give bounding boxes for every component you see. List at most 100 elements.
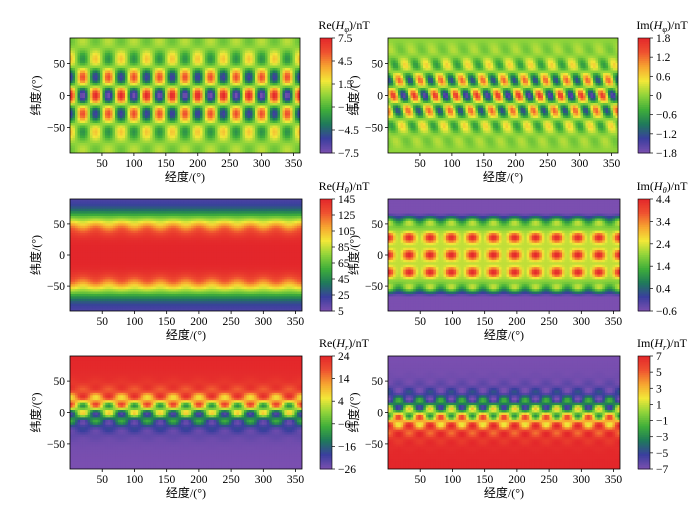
heatmap-cell [92, 118, 96, 122]
heatmap-cell [255, 118, 259, 122]
heatmap-cell [215, 43, 219, 47]
heatmap-cell [162, 140, 166, 144]
heatmap-cell [595, 53, 599, 57]
heatmap-cell [272, 80, 276, 84]
heatmap-cell [132, 100, 136, 104]
heatmap-cell [285, 73, 289, 77]
heatmap-cell [180, 128, 184, 132]
heatmap-cell [267, 78, 271, 82]
heatmap-cell [95, 45, 99, 49]
heatmap-cell [110, 113, 114, 117]
heatmap-cell [297, 103, 300, 107]
heatmap-cell [120, 50, 124, 54]
heatmap-cell [145, 38, 149, 42]
heatmap-cell [290, 98, 294, 102]
heatmap-cell [242, 133, 246, 137]
heatmap-cell [167, 58, 171, 62]
heatmap-cell [85, 150, 89, 153]
heatmap-cell [195, 125, 199, 129]
heatmap-cell [142, 150, 146, 153]
heatmap-cell [197, 63, 201, 67]
heatmap-cell [275, 40, 279, 44]
heatmap-cell [187, 108, 191, 112]
heatmap-cell [413, 53, 417, 57]
heatmap-cell [180, 43, 184, 47]
heatmap-cell [145, 98, 149, 102]
heatmap-cell [272, 90, 276, 94]
heatmap-cell [280, 70, 284, 74]
heatmap-cell [290, 130, 294, 134]
heatmap-cell [267, 88, 271, 92]
heatmap-cell [277, 48, 281, 52]
heatmap-cell [252, 48, 256, 52]
heatmap-cell [125, 135, 129, 139]
heatmap-cell [450, 43, 454, 47]
heatmap-cell [220, 123, 224, 127]
heatmap-cell [230, 53, 234, 57]
heatmap-cell [122, 98, 126, 102]
heatmap-cell [398, 38, 402, 42]
heatmap-cell [82, 48, 86, 52]
heatmap-cell [237, 103, 241, 107]
heatmap-cell [132, 85, 136, 89]
heatmap-cell [75, 115, 79, 119]
heatmap-cell [255, 125, 259, 129]
heatmap-cell [448, 48, 452, 52]
heatmap-cell [580, 48, 584, 52]
heatmap-cell [127, 65, 131, 69]
heatmap-cell [217, 120, 221, 124]
heatmap-cell [277, 80, 281, 84]
heatmap-cell [160, 140, 164, 144]
heatmap-cell [257, 43, 261, 47]
heatmap-cell [202, 145, 206, 149]
heatmap-cell [127, 48, 131, 52]
heatmap-cell [240, 38, 244, 42]
heatmap-cell [540, 48, 544, 52]
heatmap-cell [122, 128, 126, 132]
heatmap-cell [142, 73, 146, 77]
heatmap-cell [555, 38, 559, 42]
heatmap-cell [80, 55, 84, 59]
heatmap-cell [270, 60, 274, 64]
heatmap-cell [245, 38, 249, 42]
heatmap-cell [535, 53, 539, 57]
heatmap-cell [167, 55, 171, 59]
heatmap-cell [252, 68, 256, 72]
heatmap-cell [483, 43, 487, 47]
heatmap-cell [212, 98, 216, 102]
heatmap-cell [80, 73, 84, 77]
heatmap-cell [117, 48, 121, 52]
heatmap-cell [185, 113, 189, 117]
heatmap-cell [285, 98, 289, 102]
colorbar-tick-label: −4.5 [338, 125, 359, 137]
heatmap-cell [115, 138, 119, 142]
heatmap-cell [177, 68, 181, 72]
heatmap-cell [255, 130, 259, 134]
heatmap-cell [588, 45, 592, 49]
heatmap-cell [152, 85, 156, 89]
heatmap-cell [295, 45, 299, 49]
heatmap-cell [210, 83, 214, 87]
heatmap-cell [120, 70, 124, 74]
heatmap-cell [570, 45, 574, 49]
heatmap-cell [115, 73, 119, 77]
heatmap-cell [242, 103, 246, 107]
heatmap-cell [560, 50, 564, 54]
heatmap-cell [185, 108, 189, 112]
heatmap-cell [177, 150, 181, 153]
heatmap-cell [80, 148, 84, 152]
heatmap-cell [95, 98, 99, 102]
heatmap-cell [120, 65, 124, 69]
heatmap-cell [613, 50, 617, 54]
heatmap-cell [523, 48, 527, 52]
heatmap-cell [285, 48, 289, 52]
heatmap-cell [172, 80, 176, 84]
heatmap-cell [77, 110, 81, 114]
heatmap-cell [295, 48, 299, 52]
heatmap-cell [100, 58, 104, 62]
heatmap-cell [267, 143, 271, 147]
heatmap-cell [137, 48, 141, 52]
heatmap-cell [528, 38, 532, 42]
heatmap-cell [257, 98, 261, 102]
heatmap-cell [195, 120, 199, 124]
